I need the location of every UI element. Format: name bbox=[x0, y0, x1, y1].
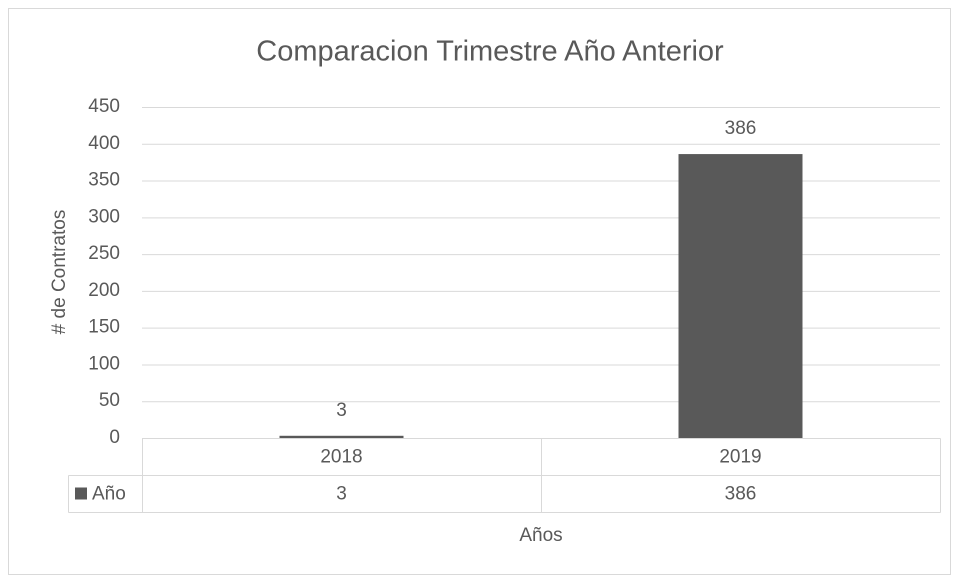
chart-title: Comparacion Trimestre Año Anterior bbox=[256, 36, 724, 68]
y-tick-label: 350 bbox=[88, 170, 120, 191]
x-tick-label: 2018 bbox=[320, 447, 362, 468]
legend-label: Año bbox=[92, 484, 126, 505]
table-value: 386 bbox=[725, 484, 757, 505]
y-tick-label: 400 bbox=[88, 133, 120, 154]
y-tick-label: 450 bbox=[88, 96, 120, 117]
y-tick-label: 0 bbox=[109, 427, 120, 448]
legend-swatch bbox=[75, 487, 87, 500]
bar bbox=[678, 154, 803, 438]
y-tick-label: 250 bbox=[88, 243, 120, 264]
y-tick-label: 50 bbox=[99, 390, 120, 411]
data-label: 386 bbox=[725, 118, 757, 139]
y-axis-label: # de Contratos bbox=[49, 210, 70, 335]
x-axis-label: Años bbox=[519, 525, 562, 546]
x-tick-label: 2019 bbox=[719, 447, 761, 468]
y-tick-label: 100 bbox=[88, 353, 120, 374]
y-tick-label: 300 bbox=[88, 206, 120, 227]
data-label: 3 bbox=[336, 400, 347, 421]
y-tick-label: 200 bbox=[88, 280, 120, 301]
table-value: 3 bbox=[336, 484, 347, 505]
y-tick-label: 150 bbox=[88, 317, 120, 338]
bar bbox=[279, 435, 404, 438]
